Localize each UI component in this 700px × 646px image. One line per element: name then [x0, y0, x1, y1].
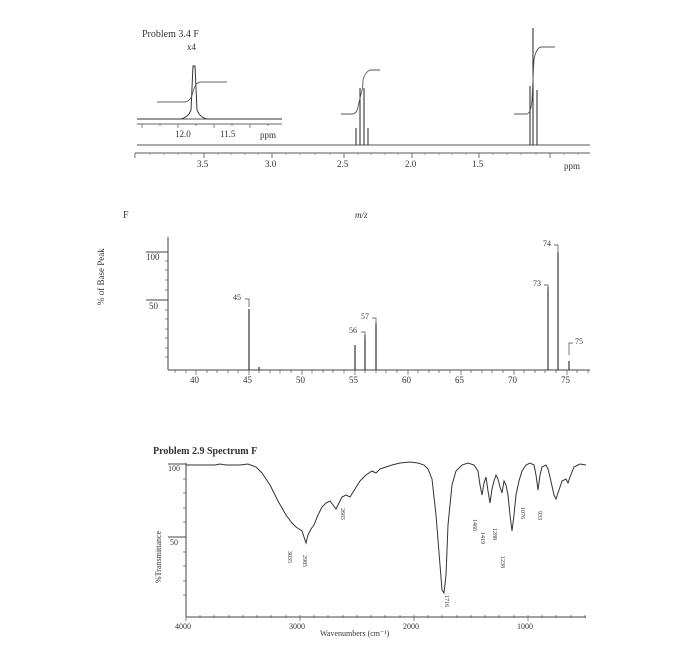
- ms-label: F: [123, 210, 129, 221]
- ir-peak-label-933: 933: [536, 511, 542, 520]
- nmr-tick-2-0: 2.0: [405, 159, 417, 169]
- ms-peak-label-56: 56: [349, 326, 357, 335]
- nmr-title: Problem 3.4 F: [142, 29, 199, 40]
- ms-xtick-45: 45: [243, 375, 252, 385]
- ir-peak-label-1716: 1716: [443, 595, 449, 607]
- nmr-tick-1-5: 1.5: [472, 159, 484, 169]
- ir-xtick-1000: 1000: [517, 622, 533, 631]
- ir-spectrum-panel: Problem 2.9 Spectrum F %Transmittance: [0, 435, 700, 646]
- ms-peak-label-45: 45: [233, 293, 241, 302]
- nmr-inset-tick-12-0: 12.0: [175, 129, 191, 139]
- ms-ytick-100: 100: [146, 252, 160, 262]
- ms-peak-label-74: 74: [543, 239, 551, 248]
- nmr-tick-3-5: 3.5: [197, 159, 209, 169]
- ir-ytick-50: 50: [170, 538, 178, 547]
- ms-xtick-70: 70: [508, 375, 517, 385]
- ms-ytick-50: 50: [149, 301, 158, 311]
- ms-xtick-55: 55: [349, 375, 358, 385]
- nmr-inset-tick-11-5: 11.5: [220, 129, 236, 139]
- ms-peak-label-57: 57: [361, 312, 369, 321]
- ir-xtick-3000: 3000: [289, 622, 305, 631]
- ir-ytick-100: 100: [168, 464, 180, 473]
- ms-xtick-40: 40: [190, 375, 199, 385]
- ms-xtick-60: 60: [402, 375, 411, 385]
- ir-peak-label-1288: 1288: [491, 528, 497, 540]
- ms-peak-label-75: 75: [575, 337, 583, 346]
- ir-peak-label-2665: 2665: [339, 508, 345, 520]
- ir-peak-label-1238: 1238: [499, 556, 505, 568]
- ir-peak-label-1466: 1466: [471, 519, 477, 531]
- ir-plot: [168, 461, 587, 621]
- ir-xlabel: Wavenumbers (cm⁻¹): [320, 629, 390, 638]
- nmr-plot: [134, 28, 590, 158]
- nmr-spectrum-panel: Problem 3.4 F x4: [0, 0, 700, 190]
- ir-peak-label-3035: 3035: [286, 551, 292, 563]
- ir-peak-label-1419: 1419: [479, 532, 485, 544]
- ms-xtick-50: 50: [296, 375, 305, 385]
- ms-xtick-65: 65: [455, 375, 464, 385]
- ir-xtick-4000: 4000: [175, 622, 191, 631]
- nmr-tick-2-5: 2.5: [337, 159, 349, 169]
- ir-peak-label-2985: 2985: [301, 555, 307, 567]
- ir-peak-label-1076: 1076: [519, 507, 525, 519]
- nmr-tick-3-0: 3.0: [265, 159, 277, 169]
- ir-title: Problem 2.9 Spectrum F: [153, 446, 258, 457]
- nmr-inset-scale: x4: [187, 42, 196, 52]
- ms-xtick-75: 75: [561, 375, 570, 385]
- nmr-inset-unit: ppm: [260, 130, 277, 140]
- ir-xtick-2000: 2000: [403, 622, 419, 631]
- mass-spectrum-panel: F m/z % of Base Peak: [0, 195, 700, 395]
- nmr-unit: ppm: [564, 161, 581, 171]
- ms-peak-label-73: 73: [533, 279, 541, 288]
- ms-xlabel: m/z: [355, 210, 368, 220]
- ms-plot: [146, 237, 590, 375]
